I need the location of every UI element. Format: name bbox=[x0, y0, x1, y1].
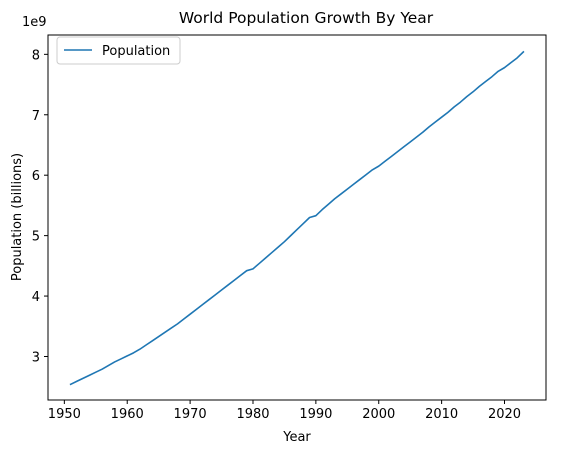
y-tick-label: 4 bbox=[32, 290, 40, 305]
x-tick-label: 1970 bbox=[174, 407, 207, 422]
x-axis: 1950 1960 1970 1980 1990 2000 2010 2020 bbox=[48, 400, 521, 422]
y-axis-label: Population (billions) bbox=[10, 153, 25, 281]
x-tick-label: 1990 bbox=[299, 407, 332, 422]
legend-box bbox=[56, 36, 181, 65]
x-tick-label: 1950 bbox=[48, 407, 81, 422]
plot-frame bbox=[47, 34, 547, 401]
y-tick-label: 8 bbox=[32, 48, 40, 63]
legend-label-population: Population bbox=[102, 44, 170, 59]
x-tick-label: 2000 bbox=[362, 407, 395, 422]
y-tick-label: 7 bbox=[32, 109, 40, 124]
series-layer bbox=[69, 50, 525, 386]
x-tick-label: 2010 bbox=[425, 407, 458, 422]
y-tick-label: 5 bbox=[32, 230, 40, 245]
series-line-population bbox=[69, 50, 525, 386]
y-tick-label: 3 bbox=[32, 350, 40, 365]
y-offset-label: 1e9 bbox=[22, 15, 47, 30]
plot-area bbox=[47, 34, 547, 401]
y-tick-label: 6 bbox=[32, 169, 40, 184]
x-axis-label: Year bbox=[282, 430, 311, 445]
y-axis: 3 4 5 6 7 8 bbox=[32, 48, 48, 365]
legend: Population bbox=[56, 36, 181, 65]
x-tick-label: 1960 bbox=[111, 407, 144, 422]
chart-title: World Population Growth By Year bbox=[179, 9, 434, 27]
x-tick-label: 2020 bbox=[488, 407, 521, 422]
x-tick-label: 1980 bbox=[236, 407, 269, 422]
